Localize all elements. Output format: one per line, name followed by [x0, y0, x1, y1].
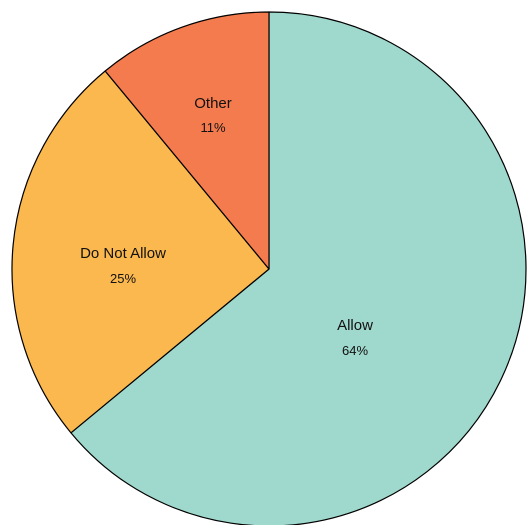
slice-label-allow: Allow — [337, 317, 373, 334]
pie-slice-allow — [70, 11, 527, 525]
pie-slice-do-not-allow — [11, 70, 270, 434]
pie-slices — [11, 11, 527, 525]
pie-slice-other — [104, 11, 270, 270]
slice-percent-allow: 64% — [342, 343, 368, 358]
slice-label-do-not-allow: Do Not Allow — [80, 245, 166, 262]
slice-label-other: Other — [194, 95, 232, 112]
slice-percent-other: 11% — [200, 120, 225, 135]
slice-percent-do-not-allow: 25% — [110, 271, 136, 286]
